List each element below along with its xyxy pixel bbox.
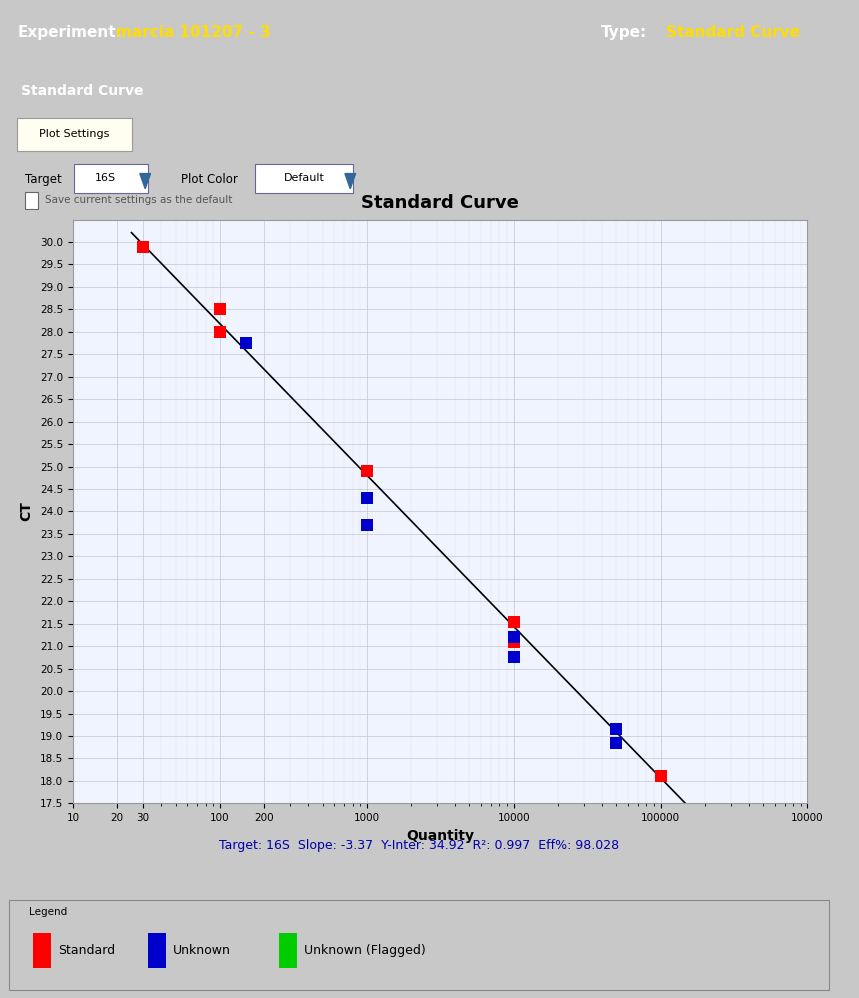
Text: Type:: Type: (601, 25, 648, 40)
Bar (25, 192, 38, 209)
Text: Standard Curve: Standard Curve (666, 25, 800, 40)
Bar (279, 933, 297, 968)
Text: Standard Curve: Standard Curve (21, 84, 143, 98)
Title: Standard Curve: Standard Curve (362, 195, 519, 213)
X-axis label: Quantity: Quantity (406, 828, 474, 842)
Text: Default: Default (283, 174, 325, 184)
Bar (34, 933, 52, 968)
Text: Save current settings as the default: Save current settings as the default (45, 195, 232, 206)
Text: Unknown: Unknown (173, 944, 230, 957)
Bar (148, 933, 166, 968)
Text: Plot Settings: Plot Settings (39, 129, 109, 139)
Polygon shape (140, 174, 150, 189)
Text: Experiment:: Experiment: (17, 25, 122, 40)
Polygon shape (345, 174, 356, 189)
FancyBboxPatch shape (17, 118, 131, 151)
Text: Unknown (Flagged): Unknown (Flagged) (304, 944, 426, 957)
Text: Plot Color: Plot Color (181, 173, 238, 186)
Bar (254, 164, 353, 193)
Text: 16S: 16S (94, 174, 116, 184)
Text: Legend: Legend (29, 907, 67, 917)
Bar (74, 164, 148, 193)
Y-axis label: CT: CT (19, 502, 34, 521)
Text: Target: Target (25, 173, 62, 186)
Text: Target: 16S  Slope: -3.37  Y-Inter: 34.92  R²: 0.997  Eff%: 98.028: Target: 16S Slope: -3.37 Y-Inter: 34.92 … (219, 839, 618, 852)
Text: marcia 101207 - 3: marcia 101207 - 3 (116, 25, 271, 40)
Text: Standard: Standard (58, 944, 115, 957)
